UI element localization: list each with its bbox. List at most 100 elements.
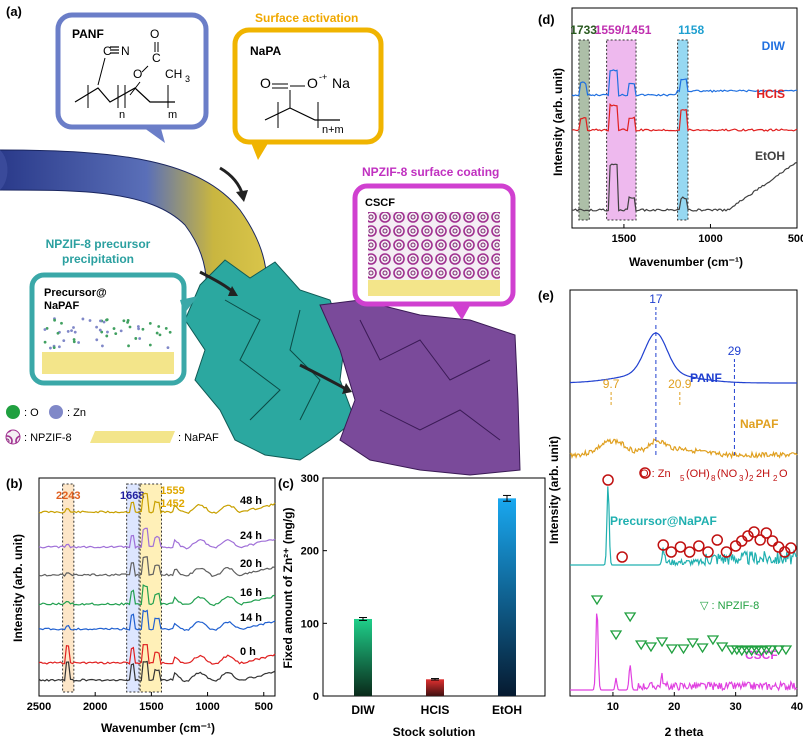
precursor-particle (98, 328, 102, 332)
bar-EtOH (498, 498, 516, 696)
formula-sub-2: 2 (749, 474, 754, 483)
highlight-band (126, 483, 140, 693)
series-line-CSCF (570, 613, 798, 692)
zn-hydroxide-marker (711, 534, 723, 546)
precursor-particle (157, 325, 161, 328)
panf-n-atom: N (121, 44, 130, 58)
precursor-particle (62, 339, 66, 343)
precip-header-1: NPZIF-8 precursor (46, 237, 151, 251)
panel-a: (a) PANF C N O C CH 3 (0, 4, 521, 476)
zn-hydroxide-marker (616, 551, 628, 563)
precursor-particle (100, 330, 104, 334)
precursor-particle (134, 337, 138, 340)
zn-hydroxide-marker (657, 539, 670, 551)
x-tick-label: 2500 (27, 701, 51, 713)
coating-bubble: NPZIF-8 surface coating CSCF (352, 165, 516, 320)
npzif-marker (634, 640, 648, 651)
panel-b-label: (b) (6, 476, 23, 491)
coating-title: CSCF (365, 197, 395, 209)
x-tick-label: 20 (668, 701, 680, 713)
precursor-particle (77, 341, 81, 344)
zn-legend-marker (639, 467, 651, 479)
zn-hydroxide-marker (702, 546, 714, 558)
precursor-particle (66, 330, 70, 333)
zn-hydroxide-marker (742, 530, 754, 542)
marker-label: 1452 (160, 498, 184, 510)
category-label: DIW (351, 703, 375, 717)
x-tick-label: 1500 (139, 701, 163, 713)
precursor-particle (166, 346, 170, 350)
legend-zn-prefix: O : Zn (640, 468, 671, 480)
zn-hydroxide-marker (760, 527, 773, 539)
panf-title: PANF (72, 27, 104, 41)
precursor-particle (95, 325, 98, 329)
panel-c-label: (c) (278, 476, 294, 491)
mof-lattice (368, 212, 500, 282)
npzif-marker (765, 645, 778, 656)
precursor-particle (127, 344, 130, 348)
series-line-5 (38, 643, 276, 666)
series-label: Precursor@NaPAF (610, 514, 717, 528)
series-label: HCIS (756, 87, 785, 101)
precursor-particle (106, 330, 109, 334)
series-line-HCIS (571, 103, 798, 132)
category-label: EtOH (492, 703, 522, 717)
zn-hydroxide-marker (766, 535, 779, 547)
panf-o-top: O (150, 27, 159, 41)
precursor-particle (49, 346, 52, 350)
precursor-particle (168, 330, 172, 334)
formula-sub-2b: 2 (773, 474, 778, 483)
precip-header-2: precipitation (62, 252, 134, 266)
precursor-crystals (184, 259, 356, 461)
marker-label: 1668 (120, 490, 144, 502)
series-label: PANF (690, 371, 722, 385)
coating-header: NPZIF-8 surface coating (362, 165, 499, 179)
precursor-particle (56, 331, 60, 335)
marker-label: 1733 (570, 23, 597, 37)
precursor-particle (72, 326, 75, 329)
panel-d-frame (571, 7, 798, 229)
peak-label: 29 (728, 344, 742, 358)
zn-hydroxide-marker (720, 546, 733, 558)
panel-b-ylabel: Intensity (arb. unit) (11, 534, 25, 642)
npzif-swatch (5, 429, 21, 445)
precursor-particle (148, 321, 152, 325)
zn-formula-legend: O : Zn 5 (OH) 8 (NO 3 ) 2 2H 2 O (640, 468, 788, 483)
panel-d-label: (d) (538, 12, 555, 27)
highlight-band (62, 483, 75, 693)
panf-bubble: PANF C N O C CH 3 O n m (55, 12, 209, 143)
panf-m: m (168, 109, 177, 121)
panel-e-label: (e) (538, 288, 554, 303)
panel-c-ylabel: Fixed amount of Zn²⁺ (mg/g) (281, 508, 295, 669)
npzif-marker (590, 595, 604, 606)
panf-ch3: CH (165, 67, 182, 81)
napaf-substrate (42, 352, 174, 374)
precursor-particle (45, 326, 49, 330)
npzif-marker (623, 612, 637, 623)
formula-sub-3: 3 (739, 474, 744, 483)
precursor-particle (105, 318, 108, 322)
x-tick-label: 30 (730, 701, 742, 713)
peak-label: 17 (649, 292, 663, 306)
panel-b-xlabel: Wavenumber (cm⁻¹) (101, 721, 215, 735)
napa-nm: n+m (322, 124, 344, 136)
zn-hydroxide-marker (674, 541, 687, 553)
formula-o: O (779, 468, 788, 480)
formula-no: (NO (717, 468, 738, 480)
precursor-particle (57, 345, 61, 349)
precursor-particle (81, 317, 85, 321)
series-line-2 (38, 556, 276, 578)
precursor-particle (43, 328, 47, 331)
y-tick-label: 100 (301, 618, 319, 630)
formula-close: ) (745, 468, 749, 480)
x-tick-label: 500 (788, 233, 803, 245)
precursor-particle (60, 321, 63, 325)
napa-header: Surface activation (255, 11, 358, 25)
napa-na: Na (332, 75, 350, 91)
npzif-marker (772, 645, 785, 656)
time-label: 20 h (240, 558, 262, 570)
